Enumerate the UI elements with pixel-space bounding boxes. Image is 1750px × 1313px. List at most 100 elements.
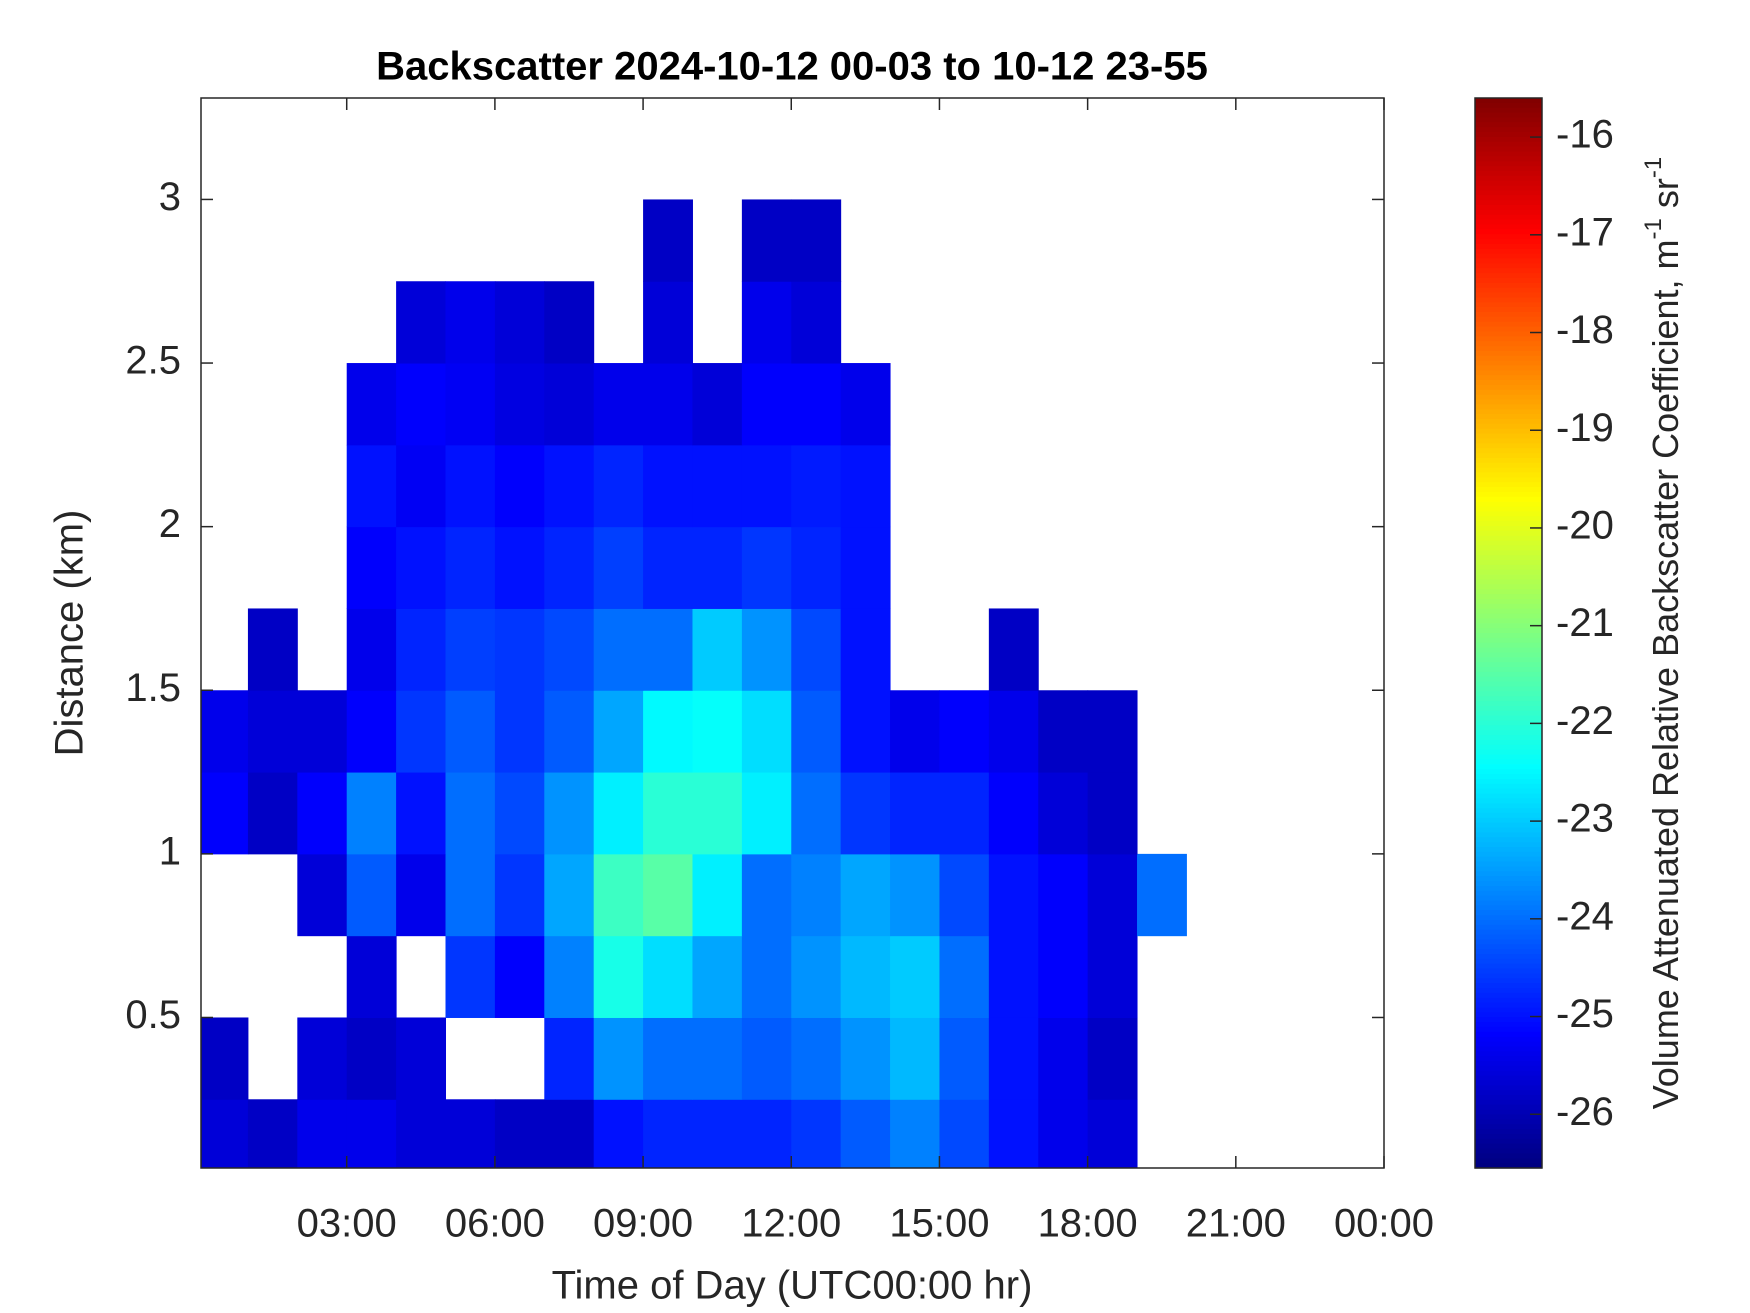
- heatmap-cell: [396, 444, 447, 528]
- colorbar-swatch: [1475, 375, 1542, 381]
- colorbar-swatch: [1475, 258, 1542, 264]
- colorbar-swatch: [1475, 370, 1542, 376]
- colorbar-swatch: [1475, 871, 1542, 877]
- colorbar-tick-label: -25: [1556, 992, 1614, 1036]
- colorbar-swatch: [1475, 472, 1542, 478]
- colorbar-swatch: [1475, 1056, 1542, 1062]
- heatmap-cell: [593, 1017, 644, 1100]
- colorbar-swatch: [1475, 98, 1542, 104]
- heatmap-cell: [939, 1099, 990, 1168]
- heatmap-cell: [791, 1017, 842, 1100]
- heatmap-cell: [544, 444, 595, 528]
- colorbar-swatch: [1475, 1095, 1542, 1101]
- colorbar-tick-label: -16: [1556, 113, 1614, 157]
- heatmap-cell: [840, 772, 891, 855]
- heatmap-cell: [396, 772, 447, 855]
- colorbar-swatch: [1475, 608, 1542, 615]
- heatmap-cell: [396, 526, 447, 609]
- axes: 03:00 06:00 09:00 12:00 15:00 18:00 21:00 00:00…: [125, 97, 1614, 1246]
- colorbar-swatch: [1475, 735, 1542, 741]
- heatmap-cell: [201, 1017, 249, 1100]
- colorbar-swatch: [1475, 1124, 1542, 1130]
- colorbar-swatch: [1475, 453, 1542, 459]
- colorbar-swatch: [1475, 282, 1542, 289]
- colorbar-swatch: [1475, 783, 1542, 790]
- colorbar-swatch: [1475, 1041, 1542, 1048]
- heatmap-cell: [939, 935, 990, 1018]
- colorbar-swatch: [1475, 929, 1542, 936]
- colorbar-swatch: [1475, 312, 1542, 318]
- heatmap-cell: [890, 853, 940, 937]
- heatmap-cell: [544, 772, 595, 855]
- y-tick-label: 2: [159, 502, 181, 546]
- heatmap-cell: [741, 935, 792, 1018]
- colorbar-swatch: [1475, 774, 1542, 780]
- heatmap-cell: [593, 1099, 644, 1168]
- colorbar-swatch: [1475, 1036, 1542, 1043]
- colorbar-swatch: [1475, 219, 1542, 226]
- colorbar-swatch: [1475, 496, 1542, 503]
- heatmap-cell: [741, 526, 792, 609]
- colorbar-swatch: [1475, 973, 1542, 979]
- heatmap-cell: [692, 853, 743, 937]
- colorbar-swatch: [1475, 146, 1542, 153]
- heatmap-cell: [396, 608, 447, 691]
- heatmap-cell: [544, 281, 595, 364]
- colorbar-swatch: [1475, 958, 1542, 965]
- colorbar-swatch: [1475, 594, 1542, 600]
- heatmap-cell: [593, 935, 644, 1018]
- colorbar-swatch: [1475, 491, 1542, 498]
- colorbar-swatch: [1475, 754, 1542, 761]
- colorbar-swatch: [1475, 589, 1542, 595]
- colorbar-swatch: [1475, 438, 1542, 444]
- heatmap-cell: [346, 526, 397, 609]
- heatmap-cell: [643, 1017, 693, 1100]
- heatmap-cell: [643, 363, 693, 446]
- colorbar-swatch: [1475, 462, 1542, 469]
- heatmap-cell: [396, 1017, 447, 1100]
- heatmap-cell: [840, 363, 891, 446]
- colorbar-swatch: [1475, 1051, 1542, 1057]
- x-tick-label: 09:00: [593, 1202, 693, 1246]
- colorbar-swatch: [1475, 939, 1542, 945]
- heatmap-cell: [494, 1099, 545, 1168]
- colorbar-swatch: [1475, 676, 1542, 683]
- heatmap-cell: [643, 526, 693, 609]
- colorbar-swatch: [1475, 866, 1542, 872]
- heatmap-cell: [346, 363, 397, 446]
- heatmap-cell: [445, 853, 496, 937]
- heatmap-cell: [593, 690, 644, 773]
- colorbar-swatch: [1475, 297, 1542, 303]
- colorbar-swatch: [1475, 1163, 1542, 1169]
- colorbar-swatch: [1475, 598, 1542, 605]
- colorbar-swatch: [1475, 166, 1542, 172]
- heatmap-cell: [741, 1099, 792, 1168]
- heatmap-cell: [988, 690, 1039, 773]
- chart-title: Backscatter 2024-10-12 00-03 to 10-12 23…: [376, 45, 1208, 89]
- colorbar-swatch: [1475, 399, 1542, 406]
- colorbar-swatch: [1475, 136, 1542, 143]
- colorbar-swatch: [1475, 205, 1542, 211]
- heatmap-cell: [445, 935, 496, 1018]
- colorbar-swatch: [1475, 409, 1542, 415]
- heatmap-cell: [988, 772, 1039, 855]
- colorbar-swatch: [1475, 997, 1542, 1004]
- heatmap-cell: [939, 853, 990, 937]
- colorbar-swatch: [1475, 1031, 1542, 1038]
- colorbar-swatch: [1475, 102, 1542, 109]
- colorbar-swatch: [1475, 623, 1542, 629]
- heatmap-cell: [791, 853, 842, 937]
- heatmap-cell: [544, 1017, 595, 1100]
- heatmap-cell: [346, 935, 397, 1018]
- heatmap-cell: [643, 444, 693, 528]
- colorbar-swatch: [1475, 603, 1542, 610]
- heatmap: [201, 199, 1187, 1168]
- heatmap-cell: [1038, 772, 1089, 855]
- colorbar-swatch: [1475, 545, 1542, 551]
- heatmap-cell: [346, 690, 397, 773]
- colorbar-swatch: [1475, 851, 1542, 858]
- colorbar-swatch: [1475, 1026, 1542, 1033]
- colorbar-swatch: [1475, 239, 1542, 245]
- heatmap-cell: [890, 772, 940, 855]
- colorbar-swatch: [1475, 419, 1542, 425]
